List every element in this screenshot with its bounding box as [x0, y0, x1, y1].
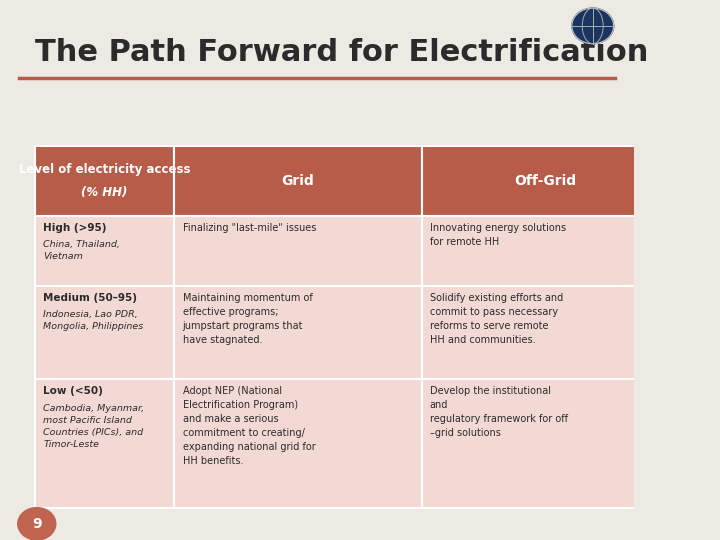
Bar	[422, 379, 669, 508]
Bar	[422, 146, 669, 216]
Bar	[174, 379, 422, 508]
Bar	[35, 379, 174, 508]
Text: Medium (50–95): Medium (50–95)	[43, 293, 137, 303]
Bar	[174, 216, 422, 286]
Text: (% HH): (% HH)	[81, 186, 127, 199]
Bar	[35, 216, 174, 286]
Text: 9: 9	[32, 517, 42, 531]
Bar	[422, 216, 669, 286]
Text: Adopt NEP (National
Electrification Program)
and make a serious
commitment to cr: Adopt NEP (National Electrification Prog…	[183, 386, 315, 467]
Text: Low (<50): Low (<50)	[43, 386, 103, 396]
Text: Innovating energy solutions
for remote HH: Innovating energy solutions for remote H…	[430, 223, 566, 247]
Text: Level of electricity access: Level of electricity access	[19, 163, 190, 176]
Circle shape	[18, 508, 55, 540]
Text: Finalizing "last-mile" issues: Finalizing "last-mile" issues	[183, 223, 316, 233]
Bar	[174, 286, 422, 379]
Text: Off-Grid: Off-Grid	[514, 174, 576, 188]
Text: Develop the institutional
and
regulatory framework for off
–grid solutions: Develop the institutional and regulatory…	[430, 386, 568, 438]
Bar	[174, 146, 422, 216]
Bar	[35, 286, 174, 379]
Text: Cambodia, Myanmar,
most Pacific Island
Countries (PICs), and
Timor-Leste: Cambodia, Myanmar, most Pacific Island C…	[43, 403, 144, 449]
Bar	[422, 286, 669, 379]
Text: Grid: Grid	[282, 174, 315, 188]
Circle shape	[572, 8, 613, 44]
Bar	[35, 146, 174, 216]
Text: Solidify existing efforts and
commit to pass necessary
reforms to serve remote
H: Solidify existing efforts and commit to …	[430, 293, 563, 345]
Text: China, Thailand,
Vietnam: China, Thailand, Vietnam	[43, 240, 120, 261]
Text: The Path Forward for Electrification: The Path Forward for Electrification	[35, 38, 648, 67]
Text: High (>95): High (>95)	[43, 223, 107, 233]
Text: Maintaining momentum of
effective programs;
jumpstart programs that
have stagnat: Maintaining momentum of effective progra…	[183, 293, 312, 345]
Text: Indonesia, Lao PDR,
Mongolia, Philippines: Indonesia, Lao PDR, Mongolia, Philippine…	[43, 310, 143, 332]
